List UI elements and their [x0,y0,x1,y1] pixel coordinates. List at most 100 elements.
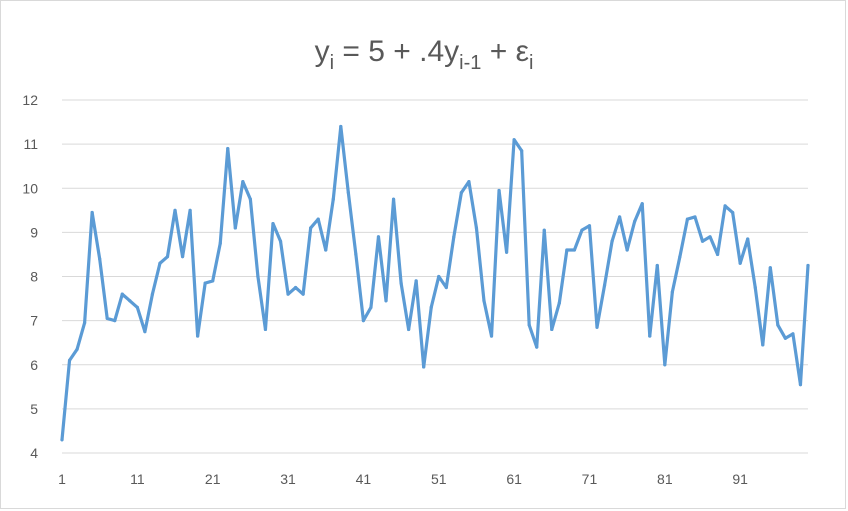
data-point [286,292,290,296]
data-point [256,274,260,279]
y-tick-label: 11 [23,136,38,152]
x-tick-label: 71 [582,471,598,487]
data-point [572,248,577,252]
data-point [143,330,147,334]
y-tick-label: 6 [30,357,38,373]
data-point [90,210,94,215]
data-point [723,204,727,208]
data-point [75,347,79,351]
data-point [625,248,629,252]
data-point [776,323,780,327]
data-point [459,191,463,195]
series-line [60,124,810,442]
data-point [497,188,501,193]
data-point [399,281,403,285]
data-point [203,281,207,285]
data-point [738,261,742,265]
y-tick-label: 7 [30,313,38,329]
data-point [761,343,765,347]
data-point [535,345,539,349]
gridlines [62,99,808,454]
data-point [233,226,237,230]
data-point [504,250,509,254]
data-point [444,285,448,290]
data-point [361,319,366,323]
data-point [746,237,750,241]
data-point [467,180,471,184]
data-point [339,124,343,129]
data-point [248,197,252,201]
data-point [715,252,720,257]
data-point [294,285,298,290]
data-point [685,217,690,221]
data-point [188,208,192,212]
data-point [301,292,305,296]
data-point [113,319,117,323]
data-point [407,327,411,332]
plot-area [60,124,810,442]
title-middle: = 5 + .4y [334,35,459,68]
data-point [384,299,388,303]
x-tick-label: 31 [280,471,296,487]
data-point [580,228,584,232]
data-point [482,299,486,303]
title-sub-i: i [330,52,334,74]
data-point [218,241,222,246]
data-point [678,255,682,259]
x-tick-label: 91 [732,471,748,487]
y-tick-label: 12 [22,92,38,108]
data-point [520,149,524,153]
y-tick-label: 4 [30,445,38,461]
data-point [150,292,155,296]
x-tick-label: 51 [431,471,447,487]
data-point [376,235,381,239]
y-tick-label: 5 [30,401,38,417]
y-axis: 4 5 6 7 8 9 10 11 12 [22,92,38,461]
data-point [595,325,599,329]
data-point [158,261,162,265]
data-point [663,363,667,367]
data-point [437,274,441,279]
data-point [173,208,177,212]
data-point [414,279,418,283]
x-tick-label: 41 [356,471,372,487]
data-point [241,180,245,184]
data-point [610,239,614,243]
data-point [391,197,396,201]
data-point [602,283,607,287]
data-point [196,334,200,338]
data-point [105,316,109,321]
data-point [693,215,697,219]
data-point [83,321,87,325]
data-point [278,239,283,243]
x-tick-label: 61 [506,471,522,487]
chart-title: yi = 5 + .4yi-1 + εi [315,35,534,74]
data-point [565,248,569,252]
data-point [60,438,64,442]
data-point [489,334,494,338]
data-point [354,252,358,257]
data-point [429,305,433,309]
data-point [670,290,674,294]
data-point [731,210,735,215]
data-point [700,239,705,243]
x-tick-label: 1 [58,471,66,487]
data-point [263,327,268,332]
data-point [550,327,554,332]
data-point [452,235,456,239]
y-tick-label: 9 [30,224,38,240]
title-sub-i-epsilon: i [529,52,533,74]
data-point [648,334,652,338]
data-point [640,202,644,206]
data-point [806,263,810,268]
data-point [98,257,102,261]
y-tick-label: 10 [22,180,38,196]
data-point [211,279,215,283]
data-point [708,235,712,239]
data-point [768,266,772,270]
data-point [67,358,72,362]
data-point [180,255,185,259]
data-point [557,301,561,305]
